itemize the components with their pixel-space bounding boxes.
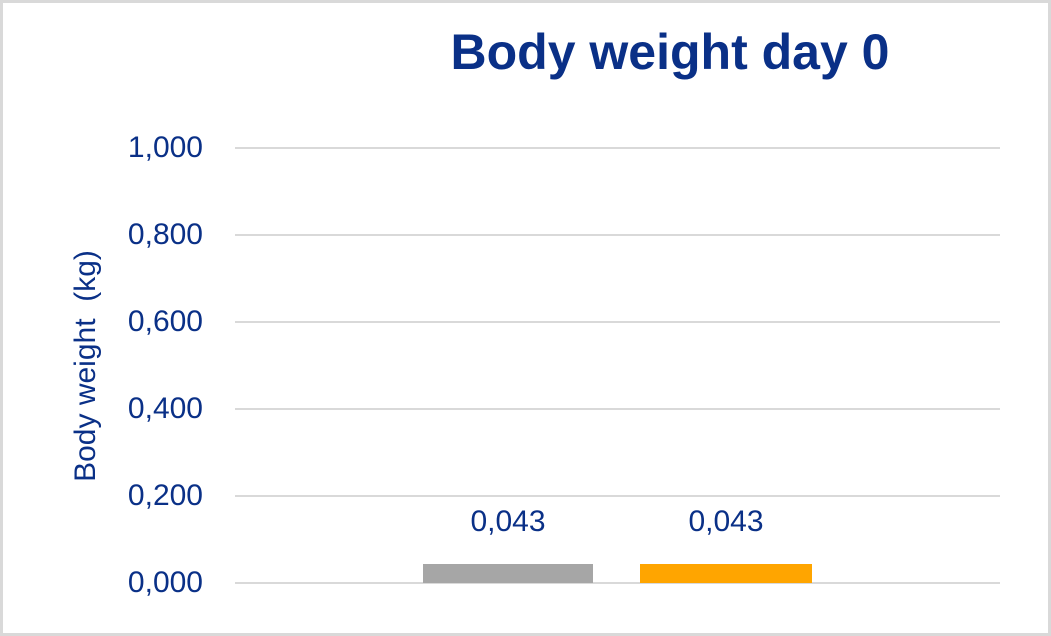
y-axis-title: Body weight (kg) xyxy=(59,148,113,583)
y-tick-label: 1,000 xyxy=(127,131,203,164)
gridline-baseline xyxy=(235,582,1000,584)
gridline xyxy=(235,495,1000,497)
gridline xyxy=(235,234,1000,236)
y-tick-label: 0,000 xyxy=(127,566,203,599)
bar-gray xyxy=(423,564,593,583)
chart-title: Body weight day 0 xyxy=(450,24,890,80)
gridline xyxy=(235,321,1000,323)
y-tick-label: 0,800 xyxy=(127,218,203,251)
bar-data-label: 0,043 xyxy=(688,505,764,539)
gridline xyxy=(235,147,1000,149)
y-tick-label: 0,200 xyxy=(127,479,203,512)
bar-orange xyxy=(640,564,812,583)
y-tick-label: 0,600 xyxy=(127,305,203,338)
bar-data-label: 0,043 xyxy=(470,505,546,539)
gridline xyxy=(235,408,1000,410)
plot-area: 0,043 0,043 xyxy=(235,147,1000,584)
y-axis-title-text: Body weight (kg) xyxy=(69,249,102,482)
y-tick-label: 0,400 xyxy=(127,392,203,425)
